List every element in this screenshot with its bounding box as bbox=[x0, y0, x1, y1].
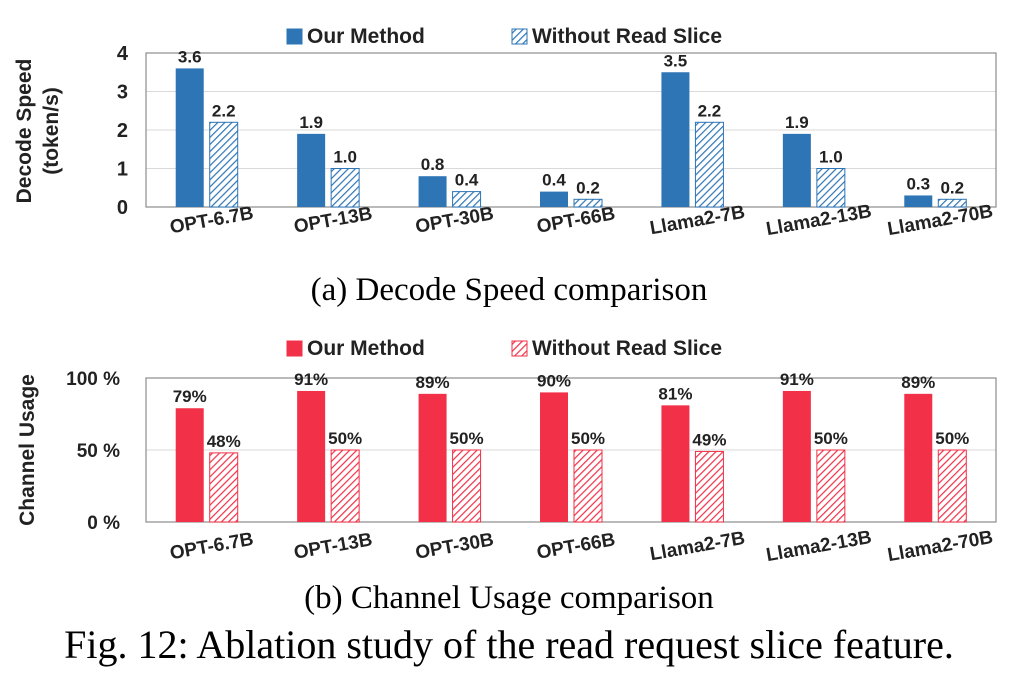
decode-speed-bar-without-read-slice bbox=[209, 121, 239, 208]
channel-usage-bar-our-method bbox=[297, 390, 326, 522]
channel-usage-data-label: 50% bbox=[571, 429, 605, 448]
decode-speed-bar-without-read-slice bbox=[452, 191, 482, 208]
channel-usage-x-tick: OPT-66B bbox=[535, 529, 617, 563]
channel-usage-x-tick: Llama2-7B bbox=[648, 528, 746, 565]
decode-speed-bar-without-read-slice bbox=[573, 198, 603, 208]
decode-speed-data-label: 0.4 bbox=[455, 171, 479, 190]
decode-speed-bar-our-method bbox=[297, 133, 326, 207]
decode-speed-legend-swatch bbox=[511, 28, 528, 45]
decode-speed-bar-our-method bbox=[418, 176, 447, 207]
channel-usage-data-label: 49% bbox=[692, 430, 726, 449]
channel-usage-data-label: 89% bbox=[416, 373, 450, 392]
channel-usage-legend-label: Without Read Slice bbox=[532, 337, 722, 360]
decode-speed-legend-label: Our Method bbox=[307, 25, 425, 48]
channel-usage-data-label: 50% bbox=[450, 429, 484, 448]
channel-usage-x-tick: OPT-6.7B bbox=[168, 529, 255, 564]
decode-speed-caption: (a) Decode Speed comparison bbox=[311, 272, 708, 308]
channel-usage-data-label: 91% bbox=[780, 370, 814, 389]
channel-usage-bar-without-read-slice bbox=[816, 449, 846, 523]
decode-speed-data-label: 3.6 bbox=[178, 47, 202, 66]
channel-usage-bar-without-read-slice bbox=[452, 449, 482, 523]
channel-usage-bar-without-read-slice bbox=[694, 450, 724, 523]
decode-speed-bar-our-method bbox=[904, 195, 933, 207]
channel-usage-bar-without-read-slice bbox=[573, 449, 603, 523]
decode-speed-data-label: 1.9 bbox=[299, 113, 323, 132]
decode-speed-data-label: 0.4 bbox=[542, 171, 566, 190]
channel-usage-y-tick: 50 % bbox=[77, 441, 120, 462]
decode-speed-data-label: 0.8 bbox=[421, 155, 445, 174]
channel-usage-data-label: 50% bbox=[328, 429, 362, 448]
decode-speed-data-label: 3.5 bbox=[664, 51, 688, 70]
decode-speed-x-tick: OPT-66B bbox=[535, 203, 617, 237]
decode-speed-data-label: 0.3 bbox=[906, 174, 930, 193]
decode-speed-y-tick: 0 bbox=[117, 197, 128, 219]
decode-speed-data-label: 1.0 bbox=[819, 148, 843, 167]
decode-speed-y-tick: 2 bbox=[117, 120, 128, 142]
channel-usage-x-tick: OPT-30B bbox=[414, 529, 496, 563]
decode-speed-data-label: 0.2 bbox=[576, 178, 600, 197]
decode-speed-x-tick: OPT-13B bbox=[292, 203, 374, 237]
decode-speed-bar-our-method bbox=[782, 133, 811, 207]
channel-usage-y-tick: 0 % bbox=[87, 513, 120, 534]
channel-usage-bar-without-read-slice bbox=[937, 449, 967, 523]
channel-usage-legend-swatch bbox=[286, 340, 303, 357]
decode-speed-legend-swatch bbox=[286, 28, 303, 45]
decode-speed-data-label: 2.2 bbox=[212, 101, 236, 120]
channel-usage-x-tick: Llama2-13B bbox=[765, 527, 874, 566]
channel-usage-data-label: 81% bbox=[658, 384, 692, 403]
channel-usage-legend-label: Our Method bbox=[307, 337, 425, 360]
decode-speed-y-axis-label: Decode Speed bbox=[13, 59, 36, 204]
channel-usage-x-tick: OPT-13B bbox=[292, 529, 374, 563]
channel-usage-data-label: 90% bbox=[537, 371, 571, 390]
channel-usage-data-label: 89% bbox=[901, 373, 935, 392]
decode-speed-x-tick: OPT-30B bbox=[414, 203, 496, 237]
channel-usage-y-tick: 100 % bbox=[66, 369, 120, 390]
decode-speed-data-label: 2.2 bbox=[698, 101, 722, 120]
decode-speed-chart: 0 1 2 3 4 Decode Speed (token/s) 3.6 2.2 OPT-6.7B… bbox=[13, 25, 997, 308]
channel-usage-data-label: 50% bbox=[935, 429, 969, 448]
channel-usage-legend-swatch bbox=[511, 340, 528, 357]
channel-usage-bar-without-read-slice bbox=[209, 452, 239, 523]
channel-usage-data-label: 91% bbox=[294, 370, 328, 389]
decode-speed-bar-without-read-slice bbox=[816, 168, 846, 208]
decode-speed-y-axis-label: (token/s) bbox=[40, 87, 63, 175]
decode-speed-y-tick: 4 bbox=[117, 43, 129, 65]
channel-usage-data-label: 48% bbox=[207, 432, 241, 451]
channel-usage-bar-our-method bbox=[904, 393, 933, 522]
figure-caption: Fig. 12: Ablation study of the read requ… bbox=[64, 622, 954, 667]
channel-usage-bar-our-method bbox=[175, 408, 204, 522]
decode-speed-plot-frame bbox=[145, 52, 997, 208]
decode-speed-bar-without-read-slice bbox=[937, 198, 967, 208]
channel-usage-data-label: 50% bbox=[814, 429, 848, 448]
decode-speed-x-tick: OPT-6.7B bbox=[168, 203, 255, 238]
channel-usage-data-label: 79% bbox=[173, 387, 207, 406]
channel-usage-bar-our-method bbox=[418, 393, 447, 522]
decode-speed-bar-without-read-slice bbox=[694, 121, 724, 208]
decode-speed-bar-our-method bbox=[661, 72, 690, 207]
decode-speed-data-label: 1.0 bbox=[333, 148, 357, 167]
decode-speed-data-label: 0.2 bbox=[940, 178, 964, 197]
decode-speed-y-tick: 3 bbox=[117, 82, 128, 104]
decode-speed-data-label: 1.9 bbox=[785, 113, 809, 132]
channel-usage-x-tick: Llama2-70B bbox=[886, 527, 995, 566]
decode-speed-bar-our-method bbox=[540, 191, 568, 207]
channel-usage-bar-our-method bbox=[782, 390, 811, 522]
channel-usage-bar-without-read-slice bbox=[330, 449, 360, 523]
decode-speed-bar-our-method bbox=[175, 68, 204, 208]
channel-usage-caption: (b) Channel Usage comparison bbox=[304, 580, 714, 616]
channel-usage-bar-our-method bbox=[540, 392, 568, 522]
decode-speed-bar-without-read-slice bbox=[330, 168, 360, 208]
channel-usage-chart: 0 % 50 % 100 % Channel Usage 79% 48% OPT-6.7B 9… bbox=[16, 337, 997, 616]
channel-usage-bar-our-method bbox=[661, 405, 690, 522]
decode-speed-y-tick: 1 bbox=[117, 159, 128, 181]
decode-speed-legend-label: Without Read Slice bbox=[532, 25, 722, 48]
channel-usage-y-axis-label: Channel Usage bbox=[16, 374, 39, 526]
channel-usage-plot-frame bbox=[145, 377, 997, 523]
